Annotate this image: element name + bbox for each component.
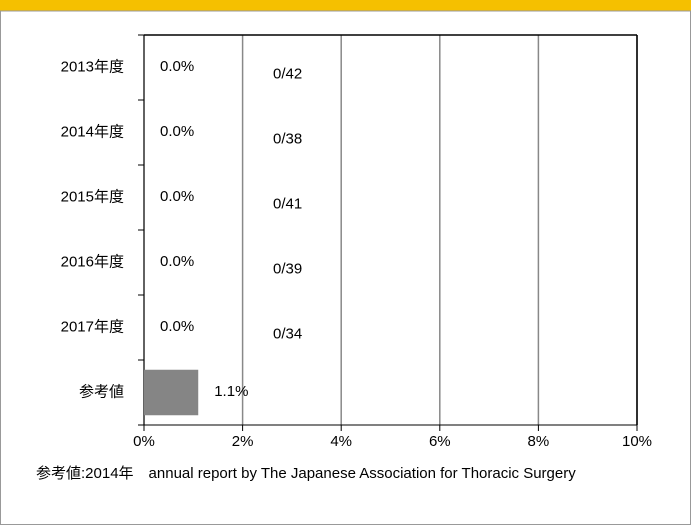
value-label: 0.0% bbox=[160, 253, 194, 270]
footnote: 参考値: 2014年 annual report by The Japanese… bbox=[36, 462, 676, 486]
x-tick-label: 0% bbox=[133, 433, 155, 450]
x-tick-label: 4% bbox=[330, 433, 352, 450]
y-tick-label: 2014年度 bbox=[61, 123, 124, 140]
ratio-label: 0/42 bbox=[273, 65, 302, 82]
value-label: 0.0% bbox=[160, 318, 194, 335]
ratio-label: 0/39 bbox=[273, 260, 302, 277]
footnote-text: 2014年 annual report by The Japanese Asso… bbox=[85, 465, 576, 482]
ratio-label: 0/38 bbox=[273, 130, 302, 147]
x-tick-label: 6% bbox=[429, 433, 451, 450]
value-label: 0.0% bbox=[160, 123, 194, 140]
value-label: 1.1% bbox=[214, 383, 248, 400]
ratio-label: 0/34 bbox=[273, 325, 302, 342]
bar bbox=[144, 369, 199, 416]
y-tick-label: 2013年度 bbox=[61, 58, 124, 75]
top-band bbox=[0, 0, 691, 11]
value-label: 0.0% bbox=[160, 188, 194, 205]
ratio-label: 0/41 bbox=[273, 195, 302, 212]
y-tick-label: 参考値 bbox=[79, 383, 124, 400]
x-tick-label: 10% bbox=[622, 433, 652, 450]
value-label: 0.0% bbox=[160, 58, 194, 75]
footnote-label: 参考値: bbox=[36, 465, 86, 482]
y-tick-label: 2017年度 bbox=[61, 318, 124, 335]
y-tick-label: 2015年度 bbox=[61, 188, 124, 205]
x-tick-label: 8% bbox=[528, 433, 550, 450]
x-tick-label: 2% bbox=[232, 433, 254, 450]
y-tick-label: 2016年度 bbox=[61, 253, 124, 270]
